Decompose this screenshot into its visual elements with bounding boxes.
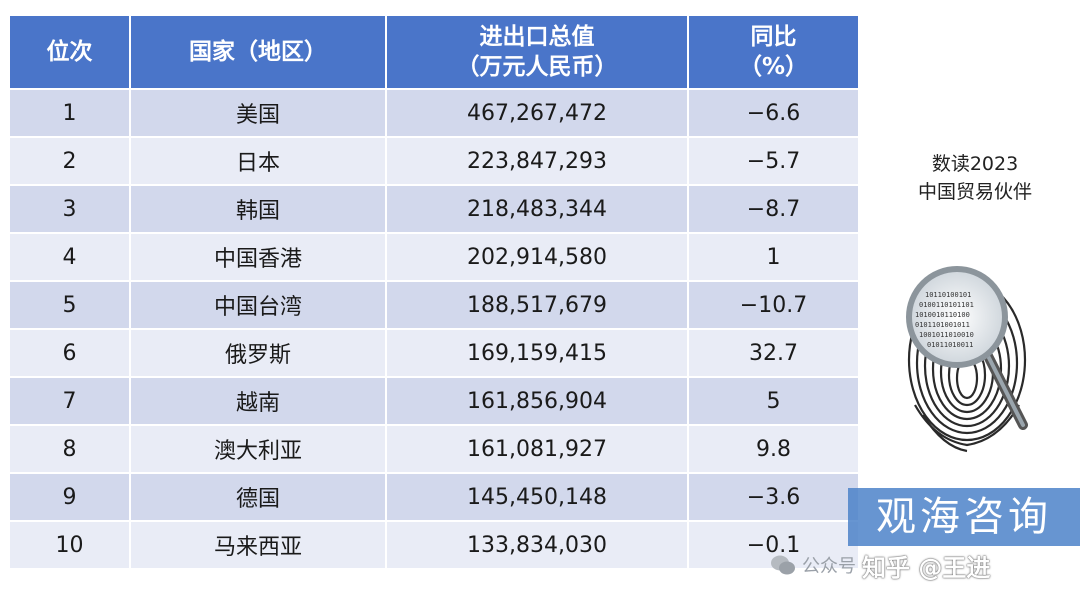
cell-yoy: 9.8: [688, 424, 858, 473]
cell-country: 俄罗斯: [130, 328, 387, 377]
cell-rank: 2: [10, 136, 131, 185]
side-caption: 数读2023 中国贸易伙伴: [895, 150, 1055, 206]
cell-yoy: 5: [688, 376, 858, 425]
table-row: 3 韩国 218,483,344 −8.7: [10, 184, 858, 233]
cell-rank: 10: [10, 520, 131, 568]
cell-rank: 1: [10, 88, 131, 137]
wechat-label: 公众号: [802, 556, 856, 577]
cell-value: 218,483,344: [386, 184, 689, 233]
header-value: 进出口总值 （万元人民币）: [386, 16, 689, 89]
cell-rank: 4: [10, 232, 131, 281]
trade-partner-table-container: 位次 国家（地区） 进出口总值 （万元人民币） 同比 （%） 1 美国 467,267,…: [10, 16, 858, 568]
header-country: 国家（地区）: [130, 16, 387, 89]
table-row: 6 俄罗斯 169,159,415 32.7: [10, 328, 858, 377]
brand-watermark: 观海咨询: [848, 488, 1080, 546]
trade-partner-table: 位次 国家（地区） 进出口总值 （万元人民币） 同比 （%） 1 美国 467,267,…: [10, 16, 858, 568]
svg-text:10110100101: 10110100101: [925, 291, 971, 299]
cell-value: 133,834,030: [386, 520, 689, 568]
table-row: 1 美国 467,267,472 −6.6: [10, 88, 858, 137]
cell-rank: 6: [10, 328, 131, 377]
cell-country: 中国台湾: [130, 280, 387, 329]
header-rank: 位次: [10, 16, 131, 89]
table-row: 2 日本 223,847,293 −5.7: [10, 136, 858, 185]
svg-text:1001011010010: 1001011010010: [919, 331, 974, 339]
fingerprint-magnifier-illustration: 10110100101 0100110101101 1010010110100 …: [895, 255, 1045, 455]
cell-value: 467,267,472: [386, 88, 689, 137]
table-row: 7 越南 161,856,904 5: [10, 376, 858, 425]
table-row: 8 澳大利亚 161,081,927 9.8: [10, 424, 858, 473]
header-yoy: 同比 （%）: [688, 16, 858, 89]
cell-country: 美国: [130, 88, 387, 137]
cell-country: 马来西亚: [130, 520, 387, 568]
cell-value: 161,856,904: [386, 376, 689, 425]
table-row: 5 中国台湾 188,517,679 −10.7: [10, 280, 858, 329]
zhihu-label: 知乎 @王进: [862, 553, 991, 582]
cell-yoy: −6.6: [688, 88, 858, 137]
cell-rank: 7: [10, 376, 131, 425]
cell-yoy: −10.7: [688, 280, 858, 329]
cell-value: 169,159,415: [386, 328, 689, 377]
svg-text:1010010110100: 1010010110100: [915, 311, 970, 319]
cell-country: 澳大利亚: [130, 424, 387, 473]
social-watermark: 公众号 知乎 @王进: [770, 548, 990, 582]
svg-text:0100110101101: 0100110101101: [919, 301, 974, 309]
wechat-icon: [771, 555, 795, 575]
cell-country: 中国香港: [130, 232, 387, 281]
cell-rank: 8: [10, 424, 131, 473]
cell-value: 145,450,148: [386, 472, 689, 521]
cell-country: 德国: [130, 472, 387, 521]
cell-country: 日本: [130, 136, 387, 185]
cell-value: 223,847,293: [386, 136, 689, 185]
cell-yoy: 32.7: [688, 328, 858, 377]
fingerprint-icon: 10110100101 0100110101101 1010010110100 …: [906, 266, 1028, 453]
table-row: 10 马来西亚 133,834,030 −0.1: [10, 520, 858, 568]
svg-text:01011010011: 01011010011: [927, 341, 973, 349]
caption-line1: 数读2023: [931, 153, 1019, 175]
cell-rank: 9: [10, 472, 131, 521]
cell-country: 越南: [130, 376, 387, 425]
cell-value: 202,914,580: [386, 232, 689, 281]
svg-text:0101101001011: 0101101001011: [915, 321, 970, 329]
cell-yoy: −8.7: [688, 184, 858, 233]
cell-yoy: −5.7: [688, 136, 858, 185]
table-row: 9 德国 145,450,148 −3.6: [10, 472, 858, 521]
table-row: 4 中国香港 202,914,580 1: [10, 232, 858, 281]
cell-rank: 5: [10, 280, 131, 329]
cell-value: 188,517,679: [386, 280, 689, 329]
cell-country: 韩国: [130, 184, 387, 233]
table-header-row: 位次 国家（地区） 进出口总值 （万元人民币） 同比 （%）: [10, 16, 858, 89]
cell-value: 161,081,927: [386, 424, 689, 473]
cell-yoy: −3.6: [688, 472, 858, 521]
cell-yoy: 1: [688, 232, 858, 281]
caption-line2: 中国贸易伙伴: [917, 181, 1032, 203]
cell-rank: 3: [10, 184, 131, 233]
